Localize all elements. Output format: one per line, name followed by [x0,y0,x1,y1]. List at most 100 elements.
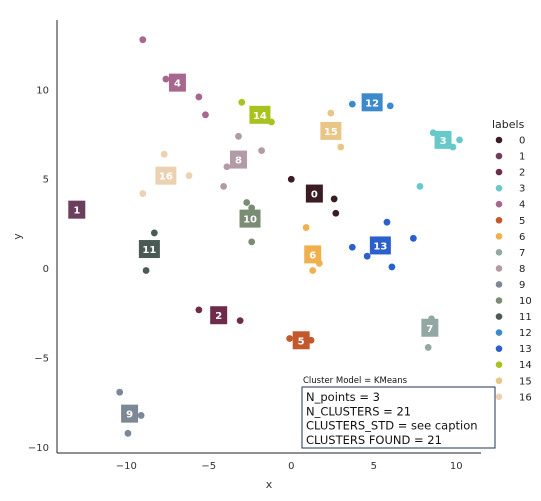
legend-marker [496,169,503,176]
legend-label: 13 [519,344,532,355]
x-tick-label: 10 [450,461,463,472]
data-point [331,196,338,203]
x-tick-label: −10 [116,461,137,472]
data-point [161,151,168,158]
data-point [116,389,123,396]
centroid-label: 5 [298,336,305,347]
centroid-label: 0 [311,190,318,201]
centroid-label: 16 [159,172,173,183]
data-point [220,183,227,190]
legend-label: 6 [519,232,525,243]
y-tick-label: −5 [34,354,49,365]
data-point [258,147,265,154]
x-tick-label: −5 [201,461,216,472]
annotation-line: CLUSTERS_STD = see caption [306,419,478,433]
data-point [332,210,339,217]
annotation-line: N_points = 3 [306,390,380,404]
data-point [364,253,371,260]
legend-marker [496,265,503,272]
data-point [389,264,396,271]
data-point [143,267,150,274]
legend-label: 10 [519,296,532,307]
legend-label: 15 [519,376,532,387]
legend-marker [496,233,503,240]
legend-label: 14 [519,360,532,371]
annotation-line: N_CLUSTERS = 21 [306,404,411,418]
centroid-label: 6 [309,250,316,261]
data-point [417,183,424,190]
annotation-header: Cluster Model = KMeans [303,376,408,386]
centroid-label: 2 [215,311,222,322]
data-point [425,344,432,351]
data-point [224,163,231,170]
y-tick-label: −10 [28,443,49,454]
data-point [195,94,202,101]
data-point [387,102,394,109]
annotation-line: CLUSTERS FOUND = 21 [306,433,442,447]
data-point [288,176,295,183]
data-point [349,244,356,251]
legend-label: 11 [519,312,532,323]
centroid-label: 15 [324,127,338,138]
data-point [237,317,244,324]
y-tick-label: 5 [43,175,49,186]
x-axis-label: x [266,478,273,491]
data-point [139,190,146,197]
legend-marker [496,281,503,288]
y-axis-label: y [11,233,24,240]
legend-marker [496,297,503,304]
legend-title: labels [492,118,525,131]
data-point [125,430,132,437]
legend-marker [496,377,503,384]
data-point [202,111,209,118]
data-point [384,219,391,226]
data-point [410,235,417,242]
data-point [238,99,245,106]
data-point [248,238,255,245]
data-point [151,230,158,237]
data-point [337,144,344,151]
legend-label: 7 [519,248,525,259]
x-tick-label: 5 [371,461,377,472]
data-point [139,36,146,43]
centroid-label: 10 [243,215,257,226]
legend-marker [496,185,503,192]
data-point [235,133,242,140]
data-point [138,412,145,419]
legend-label: 12 [519,328,532,339]
legend-marker [496,394,503,401]
legend-marker [496,329,503,336]
y-tick-label: 10 [36,85,49,96]
data-point [162,76,169,83]
legend-marker [496,137,503,144]
legend-marker [496,153,503,160]
legend-marker [496,361,503,368]
y-tick-label: 0 [43,264,49,275]
centroid-label: 4 [174,79,181,90]
data-point [195,306,202,313]
legend-marker [496,313,503,320]
legend-label: 8 [519,264,525,275]
legend-label: 0 [519,136,525,147]
legend-marker [496,217,503,224]
annotation-group: Cluster Model = KMeans N_points = 3N_CLUS… [302,376,495,448]
legend-label: 3 [519,184,525,195]
data-point [303,224,310,231]
centroid-label: 1 [73,206,80,217]
centroid-label: 13 [373,241,387,252]
centroid-label: 3 [440,136,447,147]
data-point [327,110,334,117]
centroid-label: 14 [253,111,267,122]
legend-marker [496,201,503,208]
centroid-label: 7 [426,324,433,335]
data-point [349,101,356,108]
legend-label: 1 [519,152,525,163]
legend-label: 16 [519,392,532,403]
x-tick-label: 0 [288,461,294,472]
data-point [186,172,193,179]
legend-label: 4 [519,200,525,211]
data-point [243,199,250,206]
centroid-label: 9 [126,410,133,421]
legend-marker [496,345,503,352]
